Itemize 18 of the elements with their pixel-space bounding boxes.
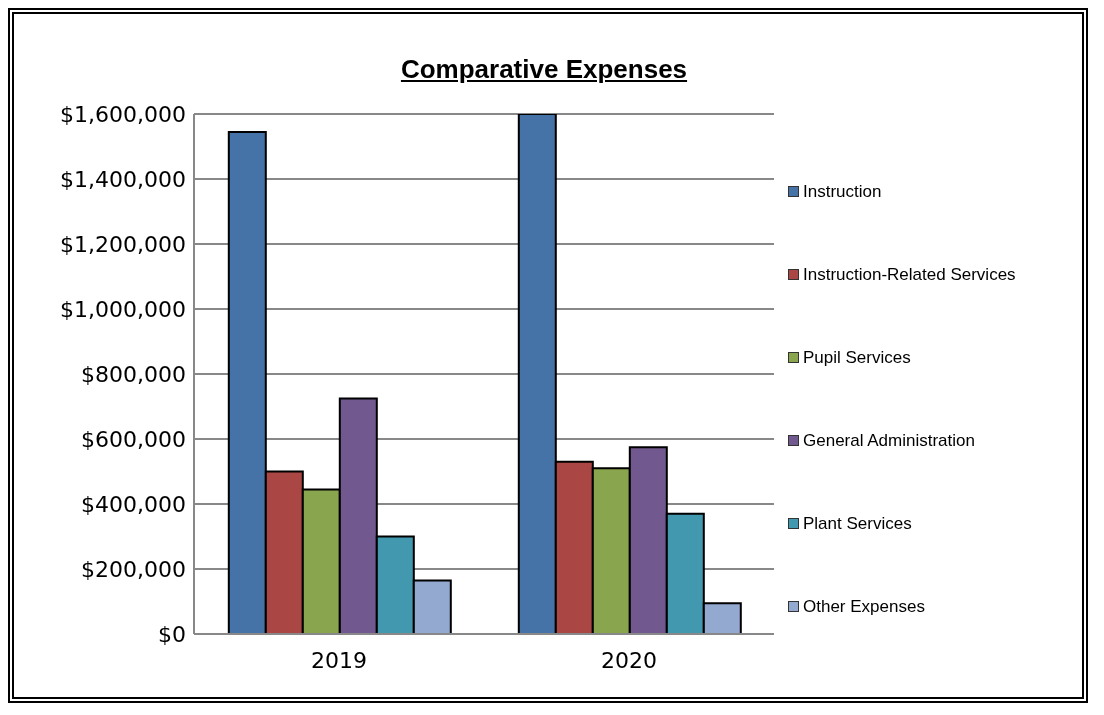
x-tick-label: 2019 [311, 647, 367, 673]
y-tick-label: $600,000 [81, 426, 186, 452]
legend-label: General Administration [803, 430, 975, 451]
chart-title: Comparative Expenses [399, 54, 689, 85]
y-tick-label: $200,000 [81, 556, 186, 582]
legend-label: Instruction [803, 181, 882, 202]
legend-label: Instruction-Related Services [803, 264, 1016, 285]
y-tick-label: $0 [158, 621, 186, 647]
legend-label: Plant Services [803, 513, 912, 534]
y-tick-label: $1,000,000 [60, 296, 186, 322]
y-tick-label: $400,000 [81, 491, 186, 517]
y-tick-label: $1,600,000 [60, 101, 186, 127]
y-tick-label: $1,200,000 [60, 231, 186, 257]
y-tick-label: $1,400,000 [60, 166, 186, 192]
legend-label: Pupil Services [803, 347, 911, 368]
y-tick-label: $800,000 [81, 361, 186, 387]
x-tick-label: 2020 [601, 647, 657, 673]
legend-label: Other Expenses [803, 596, 925, 617]
